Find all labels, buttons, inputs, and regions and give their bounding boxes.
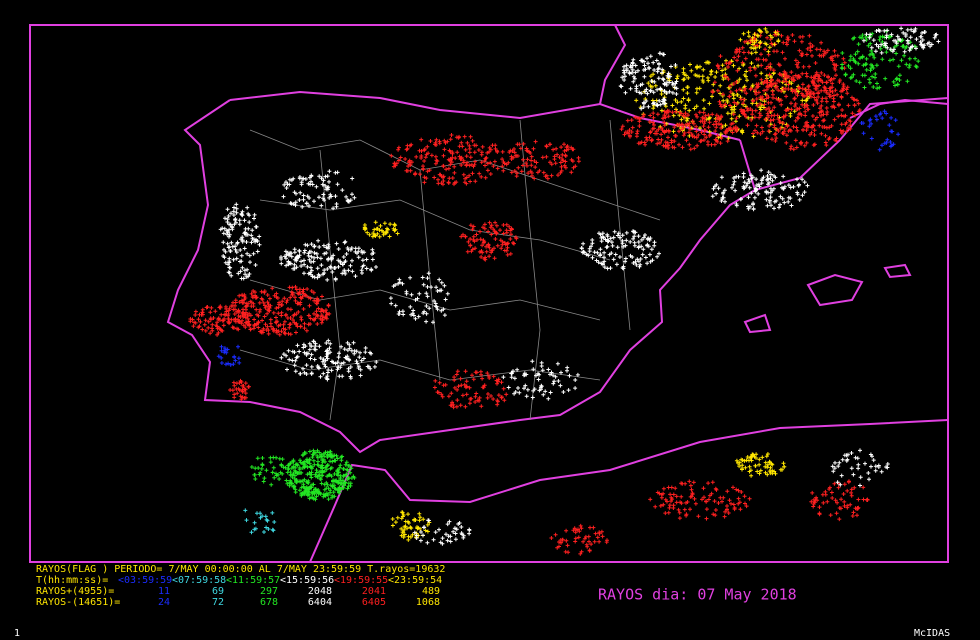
lightning-cluster bbox=[859, 109, 901, 152]
interval-label: <11:59:57 bbox=[226, 575, 280, 586]
lightning-cluster bbox=[579, 229, 661, 271]
lightning-cluster bbox=[218, 202, 262, 281]
row-value: 11 bbox=[158, 586, 170, 597]
lightning-cluster bbox=[229, 284, 332, 337]
lightning-cluster bbox=[809, 479, 870, 522]
lightning-cluster bbox=[710, 168, 810, 212]
interval-label: <03:59:59 bbox=[118, 575, 172, 586]
lightning-cluster bbox=[839, 29, 921, 91]
interval-label: <19:59:55 bbox=[334, 575, 388, 586]
lightning-cluster bbox=[734, 452, 787, 478]
lightning-cluster bbox=[249, 455, 291, 487]
lightning-cluster bbox=[738, 26, 781, 56]
lightning-cluster bbox=[500, 139, 581, 181]
lightning-cluster bbox=[216, 344, 242, 367]
lightning-cluster bbox=[279, 338, 379, 382]
frame-number: 1 bbox=[14, 628, 20, 639]
lightning-cluster bbox=[188, 304, 251, 337]
lightning-cluster bbox=[432, 369, 509, 410]
row-value: 2041 bbox=[362, 586, 386, 597]
lightning-cluster bbox=[284, 448, 357, 502]
row-value: 72 bbox=[212, 597, 224, 608]
lightning-cluster bbox=[412, 518, 472, 546]
islands-coast bbox=[743, 98, 949, 334]
software-label: McIDAS bbox=[914, 628, 950, 639]
lightning-cluster bbox=[549, 523, 609, 556]
header-line: RAYOS(FLAG ) PERIODO= 7/MAY 00:00:00 AL … bbox=[36, 564, 445, 575]
lightning-cluster bbox=[619, 108, 740, 152]
lightning-cluster bbox=[389, 133, 506, 187]
lightning-cluster bbox=[362, 220, 400, 239]
row-value: 24 bbox=[158, 597, 170, 608]
lightning bbox=[188, 26, 941, 556]
africa-coast bbox=[309, 419, 949, 563]
lightning-cluster bbox=[830, 448, 890, 488]
interval-label: <15:59:56 bbox=[280, 575, 334, 586]
lightning-cluster bbox=[228, 378, 251, 402]
lightning-cluster bbox=[739, 69, 862, 152]
row-value: 1068 bbox=[416, 597, 440, 608]
lightning-cluster bbox=[279, 238, 378, 282]
row-label: RAYOS-(14651)= bbox=[36, 597, 120, 608]
lightning-cluster bbox=[459, 220, 519, 262]
map bbox=[29, 24, 949, 563]
row-value: 2048 bbox=[308, 586, 332, 597]
interval-label: <07:59:58 bbox=[172, 575, 226, 586]
interval-label: <23:59:54 bbox=[388, 575, 442, 586]
lightning-cluster bbox=[281, 169, 357, 211]
lightning-cluster bbox=[243, 508, 277, 535]
row-value: 489 bbox=[422, 586, 440, 597]
lightning-cluster bbox=[861, 26, 941, 55]
lightning-cluster bbox=[390, 510, 432, 542]
row-value: 678 bbox=[260, 597, 278, 608]
row-value: 69 bbox=[212, 586, 224, 597]
iberia-coast bbox=[166, 90, 757, 454]
map-title: RAYOS dia: 07 May 2018 bbox=[598, 586, 797, 604]
row-value: 6405 bbox=[362, 597, 386, 608]
lightning-cluster bbox=[710, 29, 849, 131]
map-frame bbox=[29, 24, 949, 563]
legend: <03:59:59 <07:59:58 <11:59:57 <15:59:56 <19:… bbox=[36, 575, 442, 608]
row-value: 6404 bbox=[308, 597, 332, 608]
lightning-cluster bbox=[618, 51, 679, 111]
row-value: 297 bbox=[260, 586, 278, 597]
lightning-cluster bbox=[501, 359, 580, 401]
lightning-cluster bbox=[388, 271, 450, 325]
intervals-label: T(hh:mm:ss)= bbox=[36, 575, 108, 586]
row-label: RAYOS+(4955)= bbox=[36, 586, 114, 597]
lightning-cluster bbox=[648, 479, 752, 521]
